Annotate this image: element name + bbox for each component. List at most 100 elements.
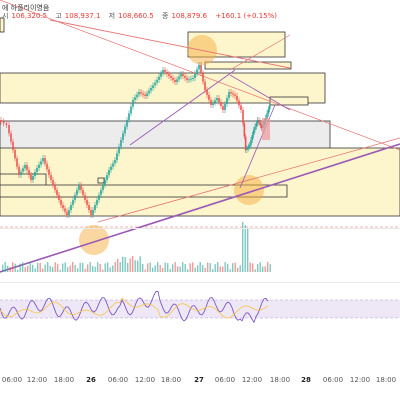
candle-body — [30, 175, 32, 180]
candle-body — [168, 74, 170, 76]
candle-body — [44, 158, 46, 164]
candle-body — [236, 96, 238, 101]
trendline-1 — [49, 19, 291, 69]
trendline-4 — [129, 69, 236, 146]
volume-bar — [22, 262, 24, 272]
candle-body — [114, 160, 116, 164]
ohlc-readout: 시 106,320.5 고 108,937.1 저 108,660.5 종 108,87… — [2, 11, 280, 21]
candlesticks — [0, 62, 271, 218]
volume-bar — [184, 263, 186, 272]
rsi-panel-divider — [0, 282, 400, 283]
time-tick-label: 26 — [86, 376, 96, 384]
volume-bar — [239, 265, 241, 272]
candle-body — [186, 78, 188, 80]
candle-body — [146, 93, 148, 96]
candle-body — [136, 94, 138, 98]
candle-body — [122, 133, 124, 140]
highlight-circle-1 — [234, 175, 264, 205]
volume-bar — [82, 262, 84, 272]
volume-bar — [67, 267, 69, 272]
candle-body — [132, 100, 134, 107]
time-tick-label: 06:00 — [1, 376, 23, 384]
volume-bar — [97, 262, 99, 272]
candle-body — [26, 165, 28, 170]
volume-bar — [112, 265, 114, 272]
candle-body — [162, 70, 164, 74]
candle-body — [24, 165, 26, 169]
highlight-circle-2 — [79, 225, 109, 255]
volume-bar — [187, 269, 189, 272]
volume-bar — [129, 258, 131, 272]
volume-bar — [4, 262, 6, 272]
volume-bar — [252, 263, 254, 272]
candle-body — [222, 106, 224, 110]
candle-body — [48, 169, 50, 175]
volume-bar — [247, 227, 249, 272]
volume-bar — [142, 263, 144, 272]
volume-bar — [84, 268, 86, 272]
candle-body — [154, 82, 156, 86]
candle-body — [16, 158, 18, 167]
volume-bar — [192, 262, 194, 272]
candle-body — [180, 74, 182, 77]
volume-bar — [154, 265, 156, 272]
volume-bar — [212, 269, 214, 272]
time-tick-label: 18:00 — [269, 376, 291, 384]
volume-bar — [147, 263, 149, 272]
volume-bar — [29, 262, 31, 272]
volume-bar — [207, 262, 209, 272]
candle-body — [2, 121, 5, 124]
candle-body — [74, 195, 76, 200]
volume-bar — [227, 264, 229, 272]
candle-body — [208, 95, 210, 100]
candle-body — [255, 123, 258, 127]
volume-bar — [179, 266, 181, 272]
candle-body — [172, 78, 174, 80]
candle-body — [106, 175, 108, 180]
volume-bar — [197, 265, 199, 272]
volume-bar — [199, 262, 201, 272]
candle-body — [66, 211, 68, 215]
volume-bar — [77, 268, 79, 272]
candle-body — [32, 176, 34, 180]
candle-body — [94, 205, 96, 210]
volume-bar — [232, 263, 234, 272]
candle-body — [216, 98, 218, 101]
volume-bar — [34, 268, 36, 272]
candle-body — [128, 113, 130, 120]
candle-body — [170, 76, 172, 78]
volume-bar — [209, 263, 211, 272]
price-chart-canvas[interactable] — [0, 0, 400, 370]
candle-body — [5, 123, 8, 125]
candle-body — [176, 79, 178, 82]
candle-body — [254, 126, 256, 130]
volume-bar — [74, 264, 76, 272]
zone-8 — [0, 184, 288, 198]
time-tick-label: 18:00 — [53, 376, 75, 384]
volume-bar — [172, 264, 174, 272]
candle-body — [60, 200, 62, 205]
candle-body — [190, 78, 192, 80]
volume-bar — [249, 262, 251, 272]
volume-bar — [62, 263, 64, 272]
candle-body — [212, 102, 214, 105]
volume-bar — [104, 263, 106, 272]
candle-body — [192, 78, 194, 79]
time-tick-label: 28 — [301, 376, 311, 384]
candle-body — [86, 200, 88, 205]
time-tick-label: 06:00 — [107, 376, 129, 384]
candle-body — [220, 102, 222, 106]
candle-body — [40, 161, 42, 165]
candle-body — [108, 170, 110, 175]
volume-bar — [262, 266, 264, 272]
candle-body — [204, 81, 206, 90]
volume-bar — [164, 262, 166, 272]
candle-body — [36, 168, 38, 172]
candle-body — [68, 210, 70, 215]
candle-body — [18, 166, 20, 175]
candle-body — [258, 120, 260, 123]
candle-body — [246, 148, 248, 150]
time-axis[interactable]: 06:00 12:00 18:00 26 06:00 12:00 18:00 27 06:00 1… — [0, 370, 400, 400]
candle-body — [178, 76, 180, 80]
